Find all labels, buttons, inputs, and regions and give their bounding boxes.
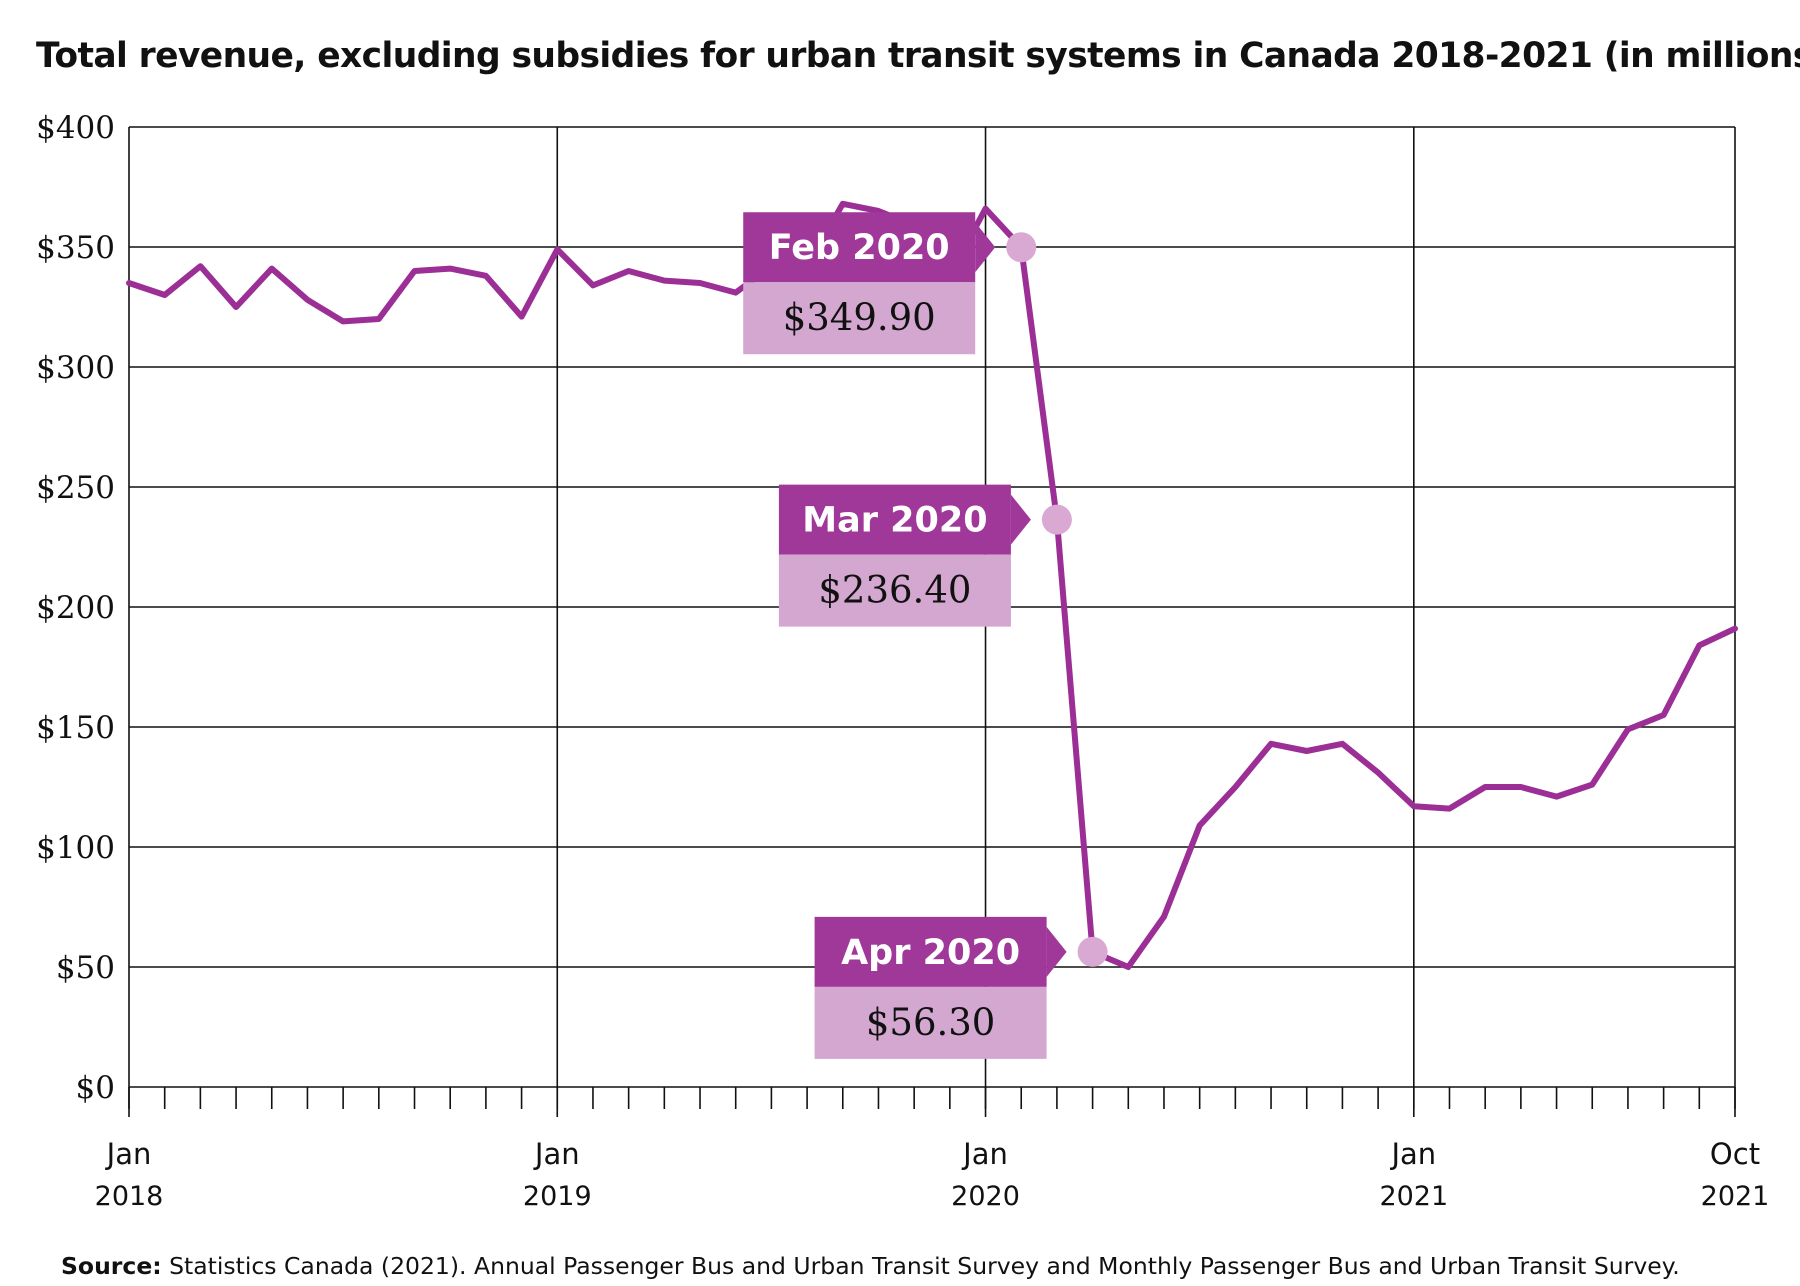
data-point [269, 266, 275, 272]
y-tick-label: $300 [36, 350, 115, 386]
data-point [840, 201, 846, 207]
callout-body [814, 986, 1047, 1059]
annotation-callout: Mar 2020 $236.40 [778, 484, 1031, 627]
data-point [554, 246, 560, 252]
callout-header [743, 212, 976, 283]
data-point [304, 297, 310, 303]
data-point [162, 292, 168, 298]
y-tick-label: $400 [36, 110, 115, 146]
chart-title: Total revenue, excluding subsidies for u… [36, 36, 1800, 76]
data-point [1625, 726, 1631, 732]
data-point [483, 273, 489, 279]
x-tick-month-label: Jan [961, 1137, 1008, 1171]
callout-body [743, 282, 976, 355]
data-point [1339, 741, 1345, 747]
data-point [983, 206, 989, 212]
y-tick-label: $200 [36, 590, 115, 626]
source-label: Source: [61, 1252, 162, 1280]
callout-body [778, 554, 1011, 627]
data-point [340, 318, 346, 324]
x-tick-year-label: 2018 [95, 1181, 164, 1212]
data-point [1268, 741, 1274, 747]
data-point [376, 316, 382, 322]
y-tick-label: $50 [56, 950, 115, 986]
callout-date-label: Mar 2020 [802, 501, 987, 541]
callout-date-label: Apr 2020 [841, 933, 1020, 973]
data-point [1482, 784, 1488, 790]
x-tick-year-label: 2021 [1379, 1181, 1448, 1212]
callout-pointer [975, 222, 996, 273]
data-point [1304, 748, 1310, 754]
source-note: Source: Statistics Canada (2021). Annual… [61, 1252, 1680, 1280]
data-point [590, 282, 596, 288]
data-point [1125, 964, 1131, 970]
y-tick-label: $150 [36, 710, 115, 746]
data-point [697, 280, 703, 286]
x-tick-month-label: Jan [1389, 1137, 1436, 1171]
callout-date-label: Feb 2020 [769, 228, 950, 268]
data-point [1232, 784, 1238, 790]
data-point [126, 280, 132, 286]
data-point [412, 268, 418, 274]
data-point [1554, 794, 1560, 800]
data-point [197, 263, 203, 269]
callout-value-label: $349.90 [783, 296, 936, 339]
x-tick-year-label: 2020 [951, 1181, 1020, 1212]
y-tick-label: $250 [36, 470, 115, 506]
data-point [1732, 626, 1738, 632]
y-tick-label: $350 [36, 230, 115, 266]
data-point [1197, 822, 1203, 828]
data-point [1589, 782, 1595, 788]
highlight-marker [1077, 936, 1108, 967]
callout-pointer [1046, 926, 1067, 977]
x-tick-month-label: Jan [533, 1137, 580, 1171]
data-point [1161, 914, 1167, 920]
data-point [1446, 806, 1452, 812]
data-point [1411, 803, 1417, 809]
callout-value-label: $56.30 [866, 1001, 995, 1044]
callout-value-label: $236.40 [818, 569, 971, 612]
data-point [733, 290, 739, 296]
source-text: Statistics Canada (2021). Annual Passeng… [161, 1252, 1680, 1280]
data-point [661, 278, 667, 284]
callout-pointer [1010, 494, 1031, 545]
annotation-callout: Apr 2020 $56.30 [814, 916, 1067, 1059]
data-point [626, 268, 632, 274]
data-point [1696, 642, 1702, 648]
data-point [447, 266, 453, 272]
y-tick-label: $100 [36, 830, 115, 866]
data-point [1661, 712, 1667, 718]
data-point [233, 304, 239, 310]
data-point [519, 314, 525, 320]
data-point [1375, 770, 1381, 776]
y-tick-label: $0 [76, 1070, 115, 1106]
x-tick-month-label: Jan [105, 1137, 152, 1171]
annotation-callout: Feb 2020 $349.90 [743, 212, 996, 355]
x-tick-year-label: 2019 [523, 1181, 592, 1212]
callout-header [814, 916, 1047, 987]
highlight-marker [1006, 232, 1037, 263]
x-tick-month-label: Oct [1710, 1137, 1760, 1171]
x-tick-year-label: 2021 [1701, 1181, 1770, 1212]
data-point [1518, 784, 1524, 790]
highlight-marker [1041, 504, 1072, 535]
callout-header [778, 484, 1011, 555]
